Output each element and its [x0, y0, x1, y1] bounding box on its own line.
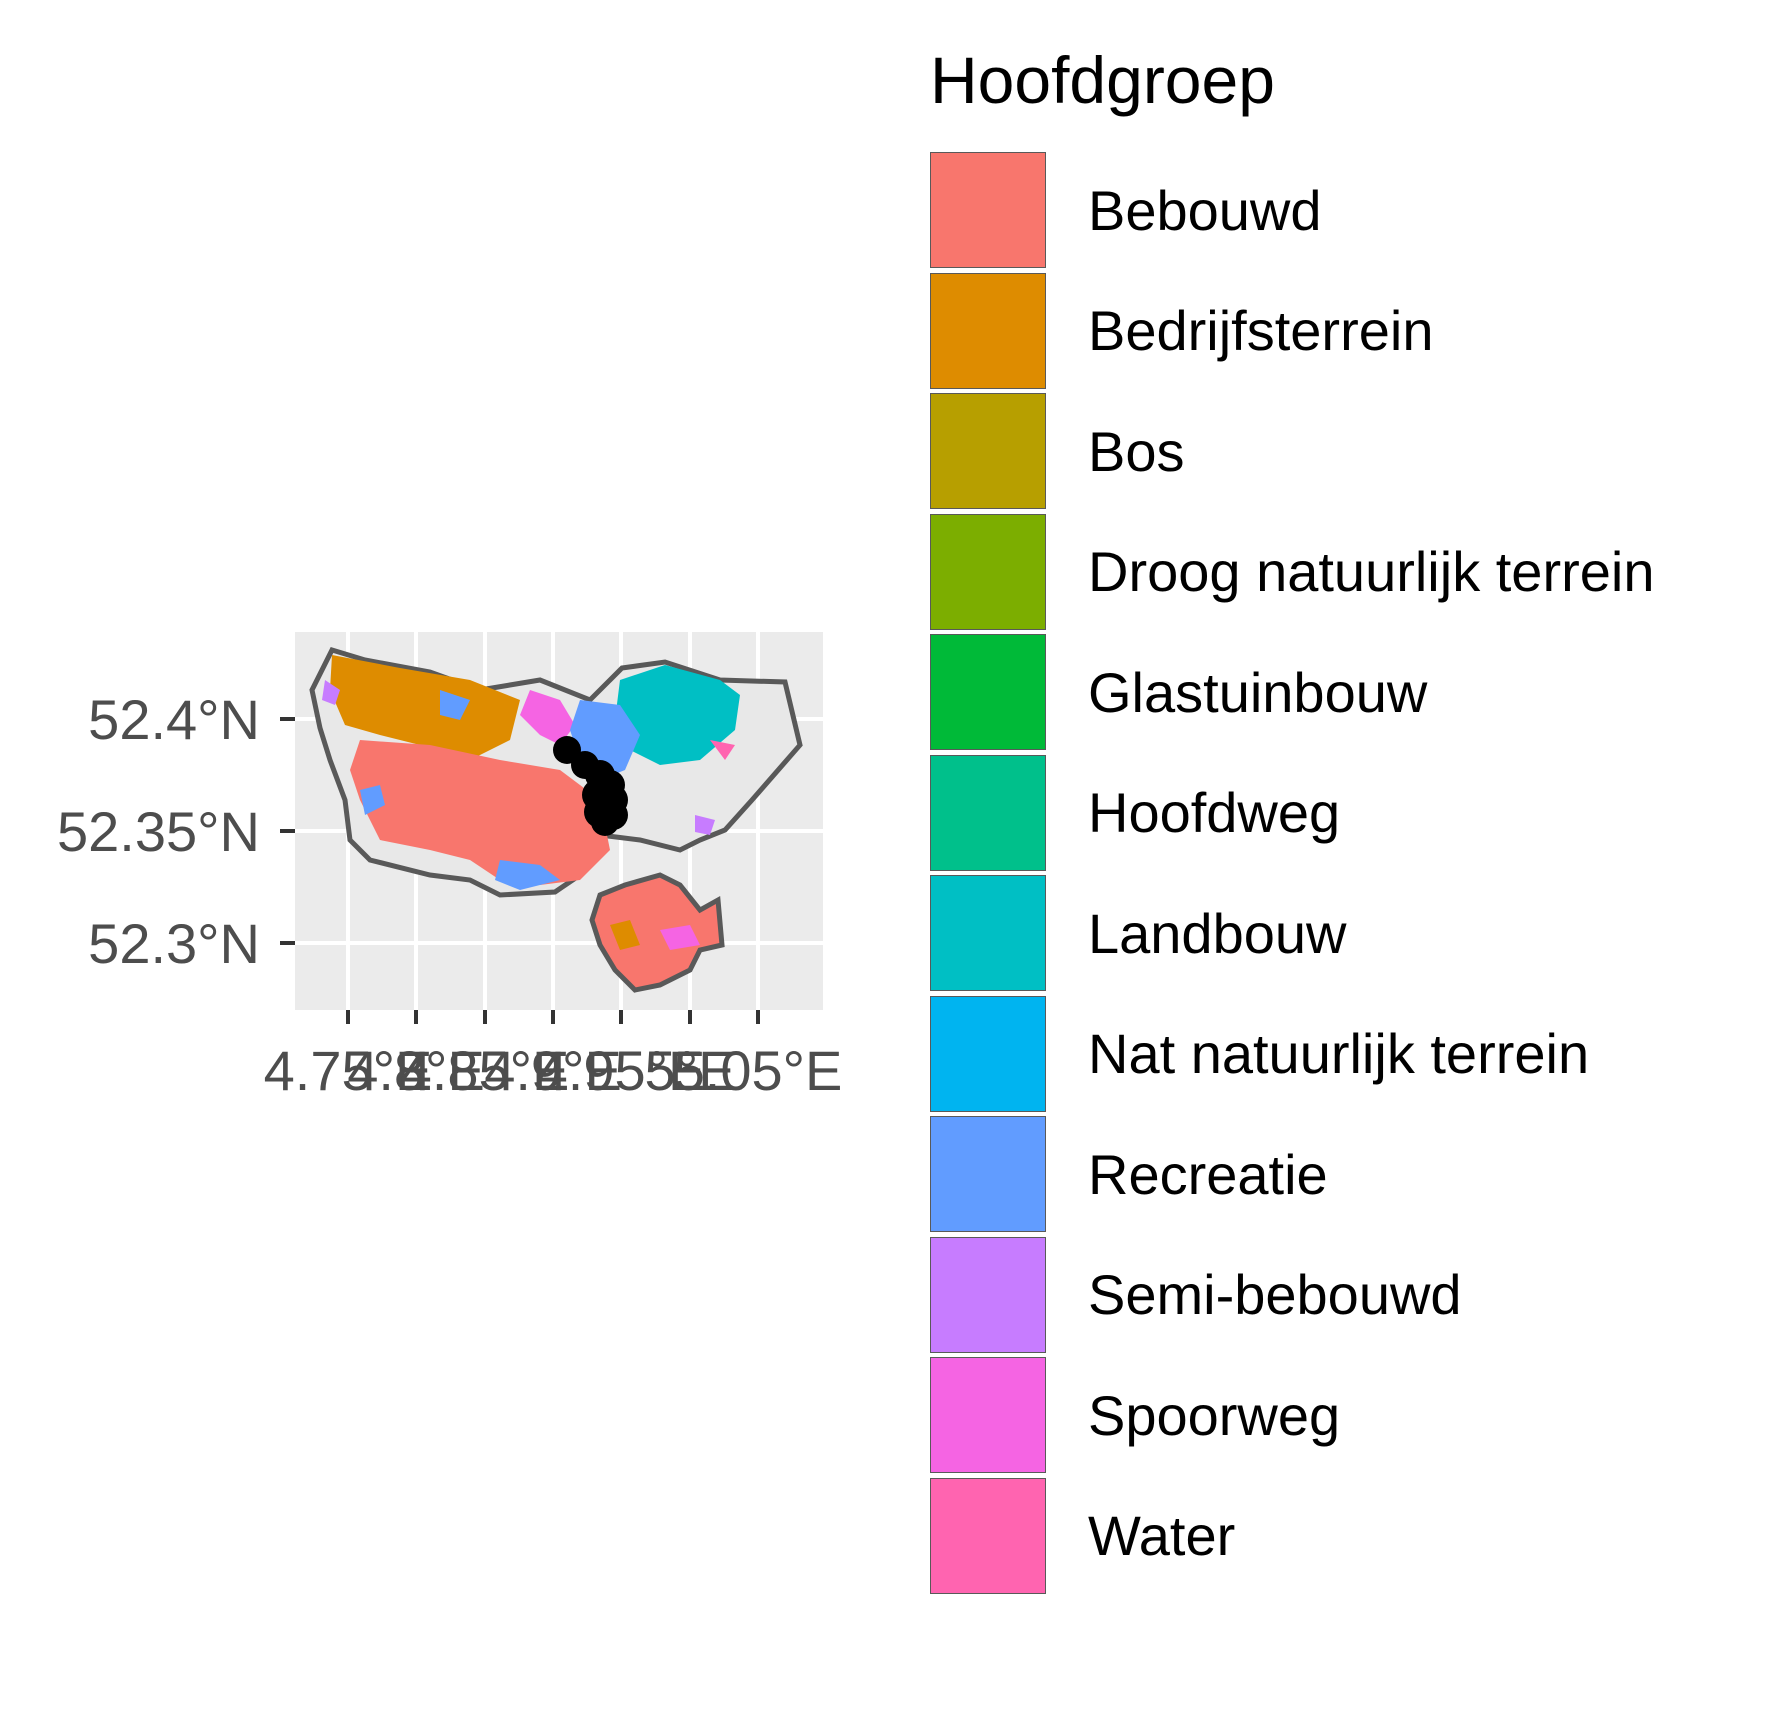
legend-label: Droog natuurlijk terrein	[1088, 540, 1655, 604]
legend-item: Glastuinbouw	[930, 632, 1654, 753]
patch-southeast-industry	[610, 920, 640, 950]
legend-key-swatch	[930, 1357, 1046, 1474]
legend-key-swatch	[930, 1236, 1046, 1353]
y-tick-label-1: 52.35°N	[57, 800, 260, 863]
legend-label: Bos	[1088, 419, 1185, 483]
legend-label: Water	[1088, 1504, 1236, 1568]
legend-item: Spoorweg	[930, 1355, 1654, 1476]
y-tick-label-0: 52.4°N	[88, 688, 260, 751]
legend-item: Landbouw	[930, 873, 1654, 994]
x-tick-label-3: 4.9°E	[484, 1039, 622, 1102]
legend-title: Hoofdgroep	[930, 43, 1275, 117]
legend-item: Bos	[930, 391, 1654, 512]
legend-label: Recreatie	[1088, 1142, 1328, 1206]
map-plot: 4.75°E 4.8°E 4.85°E 4.9°E 4.95°E 5°E 5.0…	[57, 632, 843, 1102]
legend-items: Bebouwd Bedrijfsterrein Bos Droog natuurlij…	[930, 150, 1654, 1596]
x-tick-label-1: 4.8°E	[347, 1039, 485, 1102]
legend-key-swatch	[930, 1116, 1046, 1233]
legend: Hoofdgroep Bebouwd Bedrijfsterrein Bos Droo…	[930, 40, 1654, 1596]
legend-key-swatch	[930, 272, 1046, 389]
legend-label: Landbouw	[1088, 901, 1347, 965]
legend-label: Bebouwd	[1088, 178, 1322, 242]
legend-key-swatch	[930, 875, 1046, 992]
legend-item: Recreatie	[930, 1114, 1654, 1235]
x-tick-label-2: 4.85°E	[401, 1039, 570, 1102]
legend-item: Hoofdweg	[930, 753, 1654, 874]
x-tick-label-4: 4.95°E	[537, 1039, 706, 1102]
axis-ticks	[280, 717, 760, 1024]
legend-label: Nat natuurlijk terrein	[1088, 1022, 1590, 1086]
x-tick-label-5: 5°E	[645, 1039, 736, 1102]
legend-item: Nat natuurlijk terrein	[930, 994, 1654, 1115]
legend-key-swatch	[930, 995, 1046, 1112]
legend-label: Glastuinbouw	[1088, 660, 1428, 724]
legend-label: Semi-bebouwd	[1088, 1263, 1462, 1327]
x-tick-label-6: 5.05°E	[674, 1039, 843, 1102]
legend-key-swatch	[930, 1477, 1046, 1594]
y-tick-label-2: 52.3°N	[88, 912, 260, 975]
legend-key-swatch	[930, 754, 1046, 871]
x-tick-label-0: 4.75°E	[264, 1039, 433, 1102]
legend-label: Bedrijfsterrein	[1088, 299, 1434, 363]
city-outline-southeast	[589, 872, 725, 993]
legend-label: Spoorweg	[1088, 1383, 1341, 1447]
legend-item: Bedrijfsterrein	[930, 271, 1654, 392]
legend-key-swatch	[930, 393, 1046, 510]
legend-key-swatch	[930, 634, 1046, 751]
legend-item: Droog natuurlijk terrein	[930, 512, 1654, 633]
legend-item: Bebouwd	[930, 150, 1654, 271]
point-markers	[553, 736, 628, 836]
legend-item: Water	[930, 1476, 1654, 1597]
legend-key-swatch	[930, 513, 1046, 630]
patch-southeast-rail	[660, 925, 700, 950]
legend-label: Hoofdweg	[1088, 781, 1341, 845]
legend-item: Semi-bebouwd	[930, 1235, 1654, 1356]
legend-key-swatch	[930, 152, 1046, 269]
